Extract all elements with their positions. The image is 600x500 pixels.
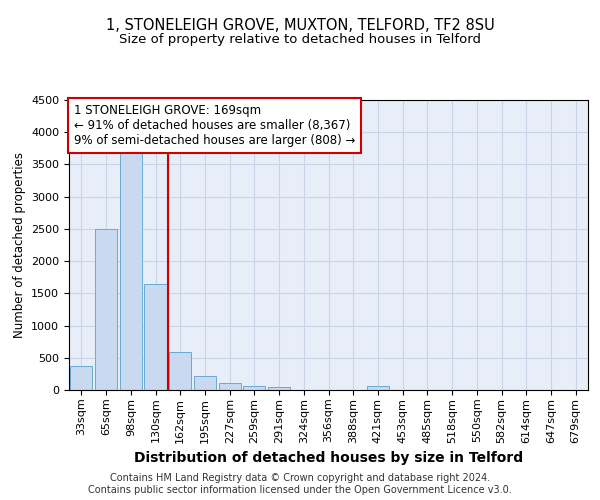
- Bar: [95, 229, 117, 390]
- Bar: [70, 366, 92, 390]
- Bar: [145, 284, 167, 390]
- Text: 1, STONELEIGH GROVE, MUXTON, TELFORD, TF2 8SU: 1, STONELEIGH GROVE, MUXTON, TELFORD, TF…: [106, 18, 494, 32]
- Text: Contains HM Land Registry data © Crown copyright and database right 2024.
Contai: Contains HM Land Registry data © Crown c…: [88, 474, 512, 495]
- Y-axis label: Number of detached properties: Number of detached properties: [13, 152, 26, 338]
- Bar: [119, 148, 142, 390]
- Text: Size of property relative to detached houses in Telford: Size of property relative to detached ho…: [119, 32, 481, 46]
- Bar: [194, 376, 216, 390]
- Bar: [243, 386, 265, 390]
- Bar: [218, 383, 241, 390]
- Text: 1 STONELEIGH GROVE: 169sqm
← 91% of detached houses are smaller (8,367)
9% of se: 1 STONELEIGH GROVE: 169sqm ← 91% of deta…: [74, 104, 356, 148]
- Bar: [169, 352, 191, 390]
- X-axis label: Distribution of detached houses by size in Telford: Distribution of detached houses by size …: [134, 451, 523, 465]
- Bar: [367, 386, 389, 390]
- Bar: [268, 388, 290, 390]
